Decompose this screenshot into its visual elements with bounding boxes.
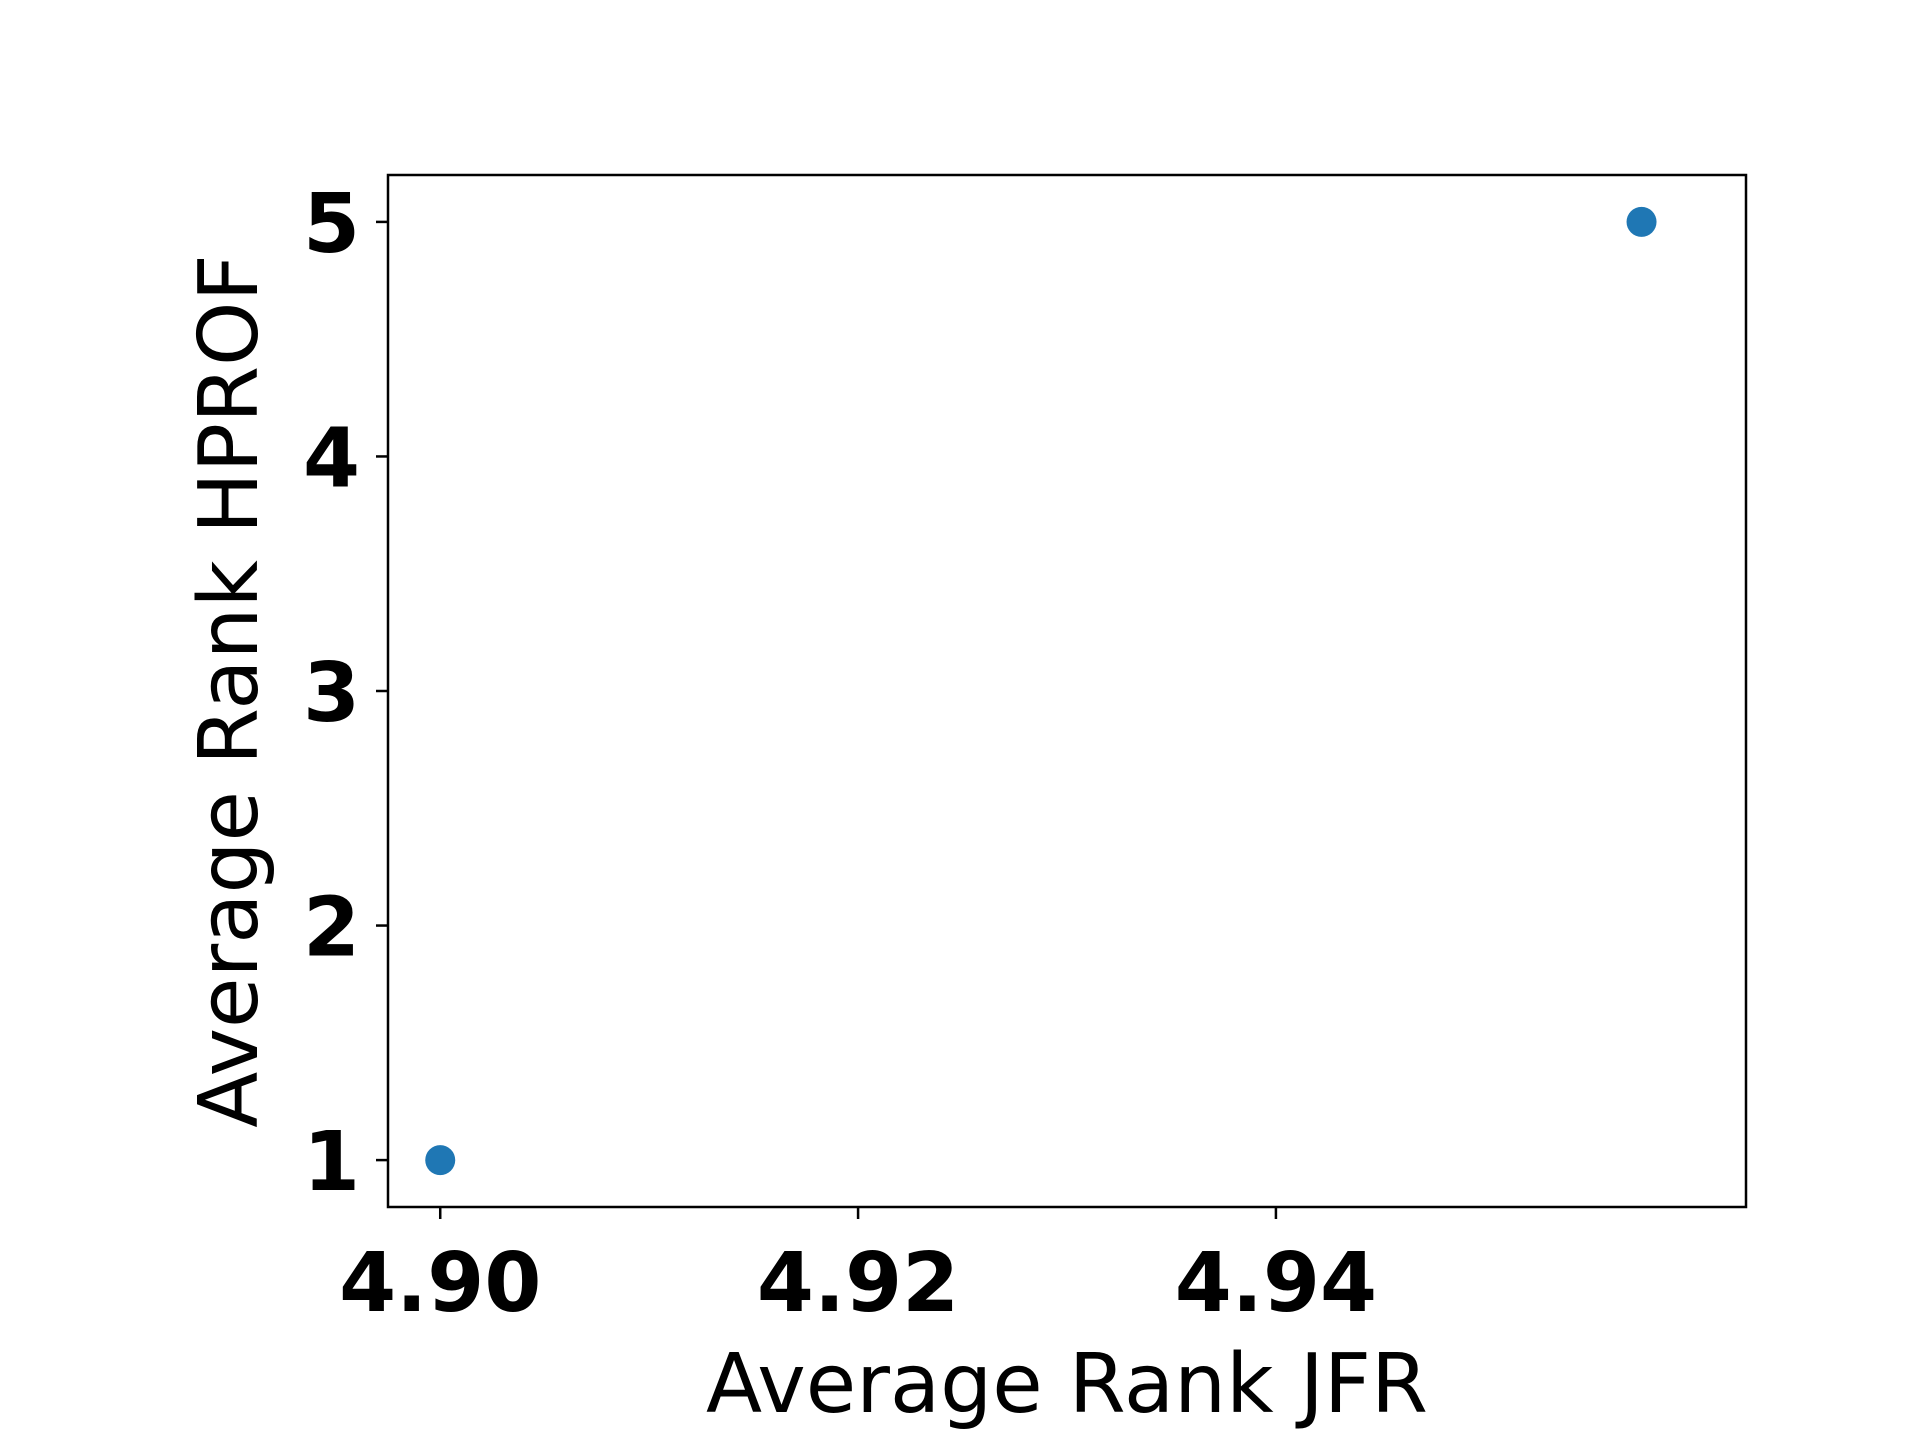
y-tick-label: 5 xyxy=(303,177,360,272)
y-tick-label: 4 xyxy=(303,411,360,506)
x-axis: 4.90 4.92 4.94 xyxy=(339,1207,1377,1331)
y-tick-label: 3 xyxy=(303,646,360,741)
x-tick-label: 4.90 xyxy=(339,1236,541,1331)
data-point-1 xyxy=(425,1145,456,1176)
y-tick-label: 1 xyxy=(303,1115,360,1210)
x-tick-label: 4.94 xyxy=(1175,1236,1377,1331)
y-axis: 1 2 3 4 5 xyxy=(303,177,388,1210)
y-axis-label: Average Rank HPROF xyxy=(182,254,277,1128)
y-tick-label: 2 xyxy=(303,881,360,976)
data-point-2 xyxy=(1626,206,1657,237)
x-axis-label: Average Rank JFR xyxy=(706,1337,1428,1432)
x-tick-label: 4.92 xyxy=(757,1236,959,1331)
points-layer xyxy=(425,206,1657,1176)
